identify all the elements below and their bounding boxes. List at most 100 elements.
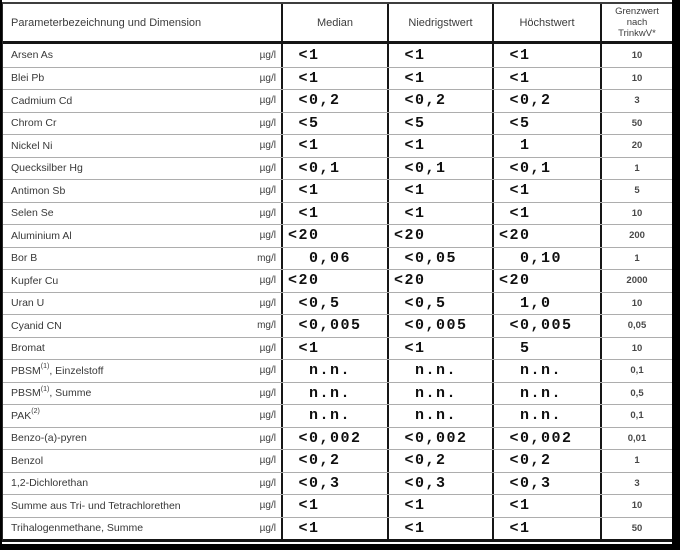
limit-value: 0,01	[600, 427, 672, 449]
limit-value: 10	[600, 44, 672, 67]
highest-value: <0,002	[492, 427, 600, 449]
highest-value: <1	[492, 180, 600, 202]
lowest-value: <1	[387, 495, 492, 517]
parameter-name: Benzol	[11, 454, 44, 467]
median-value: <1	[281, 67, 387, 89]
parameter-cell: Nickel Ni µg/l	[3, 135, 281, 157]
limit-value: 50	[600, 517, 672, 539]
parameter-name: Bromat	[11, 342, 45, 355]
lowest-value: <1	[387, 517, 492, 539]
parameter-name: Quecksilber Hg	[11, 162, 83, 175]
table-row: Nickel Ni µg/l <1 <1 1 20	[3, 134, 672, 157]
unit-label: µg/l	[259, 432, 276, 444]
parameter-cell: Uran U µg/l	[3, 293, 281, 315]
limit-value: 1	[600, 450, 672, 472]
parameter-cell: Cyanid CN mg/l	[3, 315, 281, 337]
unit-label: µg/l	[259, 342, 276, 354]
table-row: Cyanid CN mg/l <0,005 <0,005 <0,005 0,05	[3, 314, 672, 337]
table-row: Cadmium Cd µg/l <0,2 <0,2 <0,2 3	[3, 89, 672, 112]
limit-value: 0,5	[600, 382, 672, 404]
unit-label: µg/l	[259, 207, 276, 219]
lowest-value: <0,2	[387, 90, 492, 112]
header-limit: Grenzwert nach TrinkwV*	[600, 4, 672, 41]
highest-value: 1,0	[492, 292, 600, 314]
lowest-value: <1	[387, 135, 492, 157]
parameter-cell: Arsen As µg/l	[3, 44, 281, 67]
lowest-value: n.n.	[387, 405, 492, 427]
table-row: Trihalogenmethane, Summe µg/l <1 <1 <1 50	[3, 516, 672, 539]
limit-value: 3	[600, 472, 672, 494]
median-value: <0,5	[281, 292, 387, 314]
unit-label: µg/l	[259, 500, 276, 512]
parameter-cell: Antimon Sb µg/l	[3, 180, 281, 202]
median-value: <1	[281, 495, 387, 517]
table-row: Quecksilber Hg µg/l <0,1 <0,1 <0,1 1	[3, 156, 672, 180]
median-value: n.n.	[281, 405, 387, 427]
table-row: Benzo-(a)-pyren µg/l <0,002 <0,002 <0,002…	[3, 426, 672, 449]
unit-label: µg/l	[259, 365, 276, 377]
unit-label: µg/l	[259, 162, 276, 174]
lowest-value: <0,2	[387, 450, 492, 472]
table-row: Uran U µg/l <0,5 <0,5 1,0 10	[3, 291, 672, 315]
median-value: <1	[281, 517, 387, 539]
table-row: Benzol µg/l <0,2 <0,2 <0,2 1	[3, 449, 672, 472]
lowest-value: <0,1	[387, 157, 492, 179]
parameter-name: Benzo-(a)-pyren	[11, 432, 87, 445]
header-limit-line: Grenzwert	[615, 6, 659, 17]
parameter-cell: Blei Pb µg/l	[3, 68, 281, 90]
parameter-name: Summe aus Tri- und Tetrachlorethen	[11, 499, 181, 512]
unit-label: µg/l	[259, 95, 276, 107]
median-value: <0,2	[281, 450, 387, 472]
table-row: 1,2-Dichlorethan µg/l <0,3 <0,3 <0,3 3	[3, 471, 672, 494]
parameter-name: Trihalogenmethane, Summe	[11, 522, 144, 535]
median-value: n.n.	[281, 382, 387, 404]
limit-value: 200	[600, 225, 672, 247]
highest-value: <20	[492, 270, 600, 292]
lowest-value: <0,005	[387, 315, 492, 337]
parameter-name: Antimon Sb	[11, 184, 66, 197]
highest-value: <0,2	[492, 90, 600, 112]
parameter-cell: PBSM(1), Einzelstoff µg/l	[3, 360, 281, 382]
parameter-name: PAK(2)	[11, 408, 40, 422]
parameter-cell: Aluminium Al µg/l	[3, 225, 281, 247]
lowest-value: <1	[387, 67, 492, 89]
lowest-value: <0,3	[387, 472, 492, 494]
lowest-value: n.n.	[387, 360, 492, 382]
unit-label: µg/l	[259, 297, 276, 309]
header-highest: Höchstwert	[492, 4, 600, 41]
limit-value: 1	[600, 157, 672, 179]
median-value: <0,002	[281, 427, 387, 449]
parameter-cell: Quecksilber Hg µg/l	[3, 158, 281, 180]
lowest-value: <1	[387, 180, 492, 202]
highest-value: <1	[492, 67, 600, 89]
median-value: <1	[281, 180, 387, 202]
table-row: Chrom Cr µg/l <5 <5 <5 50	[3, 111, 672, 134]
median-value: <1	[281, 337, 387, 359]
parameter-name: Chrom Cr	[11, 117, 57, 130]
table-row: Bor B mg/l 0,06 <0,05 0,10 1	[3, 246, 672, 270]
highest-value: n.n.	[492, 382, 600, 404]
water-quality-table: Parameterbezeichnung und Dimension Media…	[2, 2, 672, 542]
highest-value: n.n.	[492, 405, 600, 427]
table-row: Arsen As µg/l <1 <1 <1 10	[3, 44, 672, 67]
parameter-footnote-marker: (2)	[31, 408, 40, 416]
median-value: <0,005	[281, 315, 387, 337]
limit-value: 2000	[600, 270, 672, 292]
table-header-row: Parameterbezeichnung und Dimension Media…	[3, 4, 672, 44]
median-value: 0,06	[281, 247, 387, 269]
lowest-value: <0,002	[387, 427, 492, 449]
parameter-cell: Summe aus Tri- und Tetrachlorethen µg/l	[3, 495, 281, 517]
table-row: Antimon Sb µg/l <1 <1 <1 5	[3, 179, 672, 202]
unit-label: µg/l	[259, 410, 276, 422]
unit-label: µg/l	[259, 387, 276, 399]
parameter-cell: Bor B mg/l	[3, 248, 281, 270]
median-value: n.n.	[281, 360, 387, 382]
lowest-value: <20	[387, 225, 492, 247]
unit-label: µg/l	[259, 455, 276, 467]
unit-label: µg/l	[259, 185, 276, 197]
median-value: <1	[281, 202, 387, 224]
highest-value: <0,1	[492, 157, 600, 179]
limit-value: 5	[600, 180, 672, 202]
parameter-footnote-marker: (1)	[40, 363, 50, 371]
median-value: <0,3	[281, 472, 387, 494]
